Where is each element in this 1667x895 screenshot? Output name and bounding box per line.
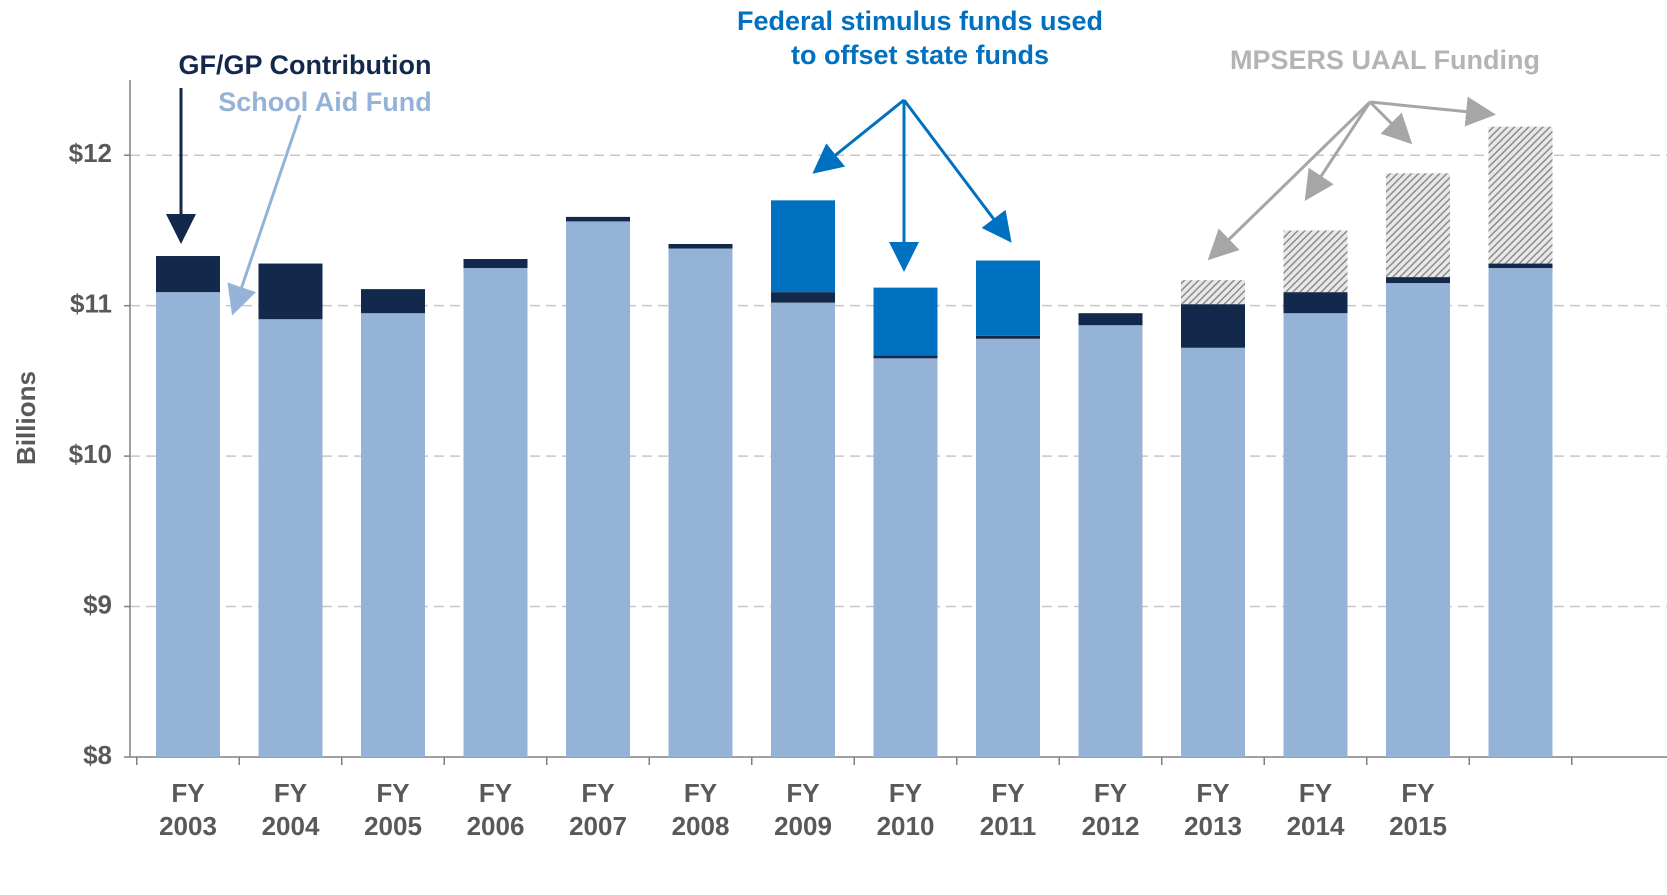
bar-segment [361,289,425,314]
bar-segment [1386,283,1450,757]
x-tick-label: FY 2004 [261,778,320,841]
bar-segment [976,260,1040,336]
x-tick-label: FY 2011 [979,778,1037,841]
x-tick-label: FY 2010 [876,778,935,841]
y-tick-label: $10 [69,439,112,469]
arrow [812,98,905,174]
y-tick-label: $9 [83,589,112,619]
arrow [902,99,1012,243]
x-tick-label: FY 2003 [159,778,217,841]
x-tick-label: FY 2009 [774,778,832,841]
bar-segment [771,200,835,293]
arrow [1369,96,1496,127]
annotation-arrows [166,88,1496,316]
bar-segment [1181,280,1245,305]
bar-segment [258,319,323,757]
legend-label: School Aid Fund [218,87,432,117]
bar-segment [668,248,733,757]
bar-segment [1488,126,1553,264]
bar-segment [668,243,733,249]
x-tick-label: FY 2015 [1389,778,1447,841]
legend-label: Federal stimulus funds used to offset st… [736,6,1104,70]
x-tick-label: FY 2014 [1286,778,1345,841]
y-axis-label: Billions [11,371,41,465]
bar-segment [463,259,528,269]
bar-segment [156,256,220,293]
bar-segment [156,292,220,757]
bar-segment [258,263,323,320]
bar-segment [1386,173,1450,278]
bar-segment [771,302,835,757]
y-tick-label: $11 [70,289,112,319]
bar-segment [1181,347,1245,757]
bar-segment [1283,313,1348,757]
arrow [227,114,302,316]
arrow [1368,100,1413,145]
bar-segment [1283,292,1348,314]
x-tick-label: FY 2006 [466,778,525,841]
legend-label: GF/GP Contribution [178,50,432,80]
bar-segment [1078,313,1143,326]
x-tick-label: FY 2012 [1081,778,1140,841]
bar-segment [1488,263,1553,269]
bar-segment [361,313,425,757]
bar-segment [1078,325,1143,757]
bar-segment [771,292,835,303]
arrow [1304,101,1372,202]
bar-segment [873,287,938,356]
bar-segment [873,358,938,757]
y-tick-label: $12 [69,138,112,168]
x-tick-label: FY 2008 [671,778,730,841]
legend-label: MPSERS UAAL Funding [1230,45,1540,75]
bar-segment [1181,304,1245,348]
bar-segment [873,355,938,359]
bar-segment [1386,277,1450,284]
y-tick-label: $8 [83,740,112,770]
bar-segment [976,338,1040,757]
arrow [1207,100,1372,261]
bar-segment [463,268,528,757]
bar-segment [566,221,630,757]
bar-segment [1283,230,1348,293]
bar-segment [1488,268,1553,757]
x-tick-label: FY 2013 [1184,778,1242,841]
bar-segment [976,335,1040,339]
bar-segment [566,216,630,222]
x-tick-label: FY 2007 [569,778,627,841]
x-tick-label: FY 2005 [364,778,422,841]
